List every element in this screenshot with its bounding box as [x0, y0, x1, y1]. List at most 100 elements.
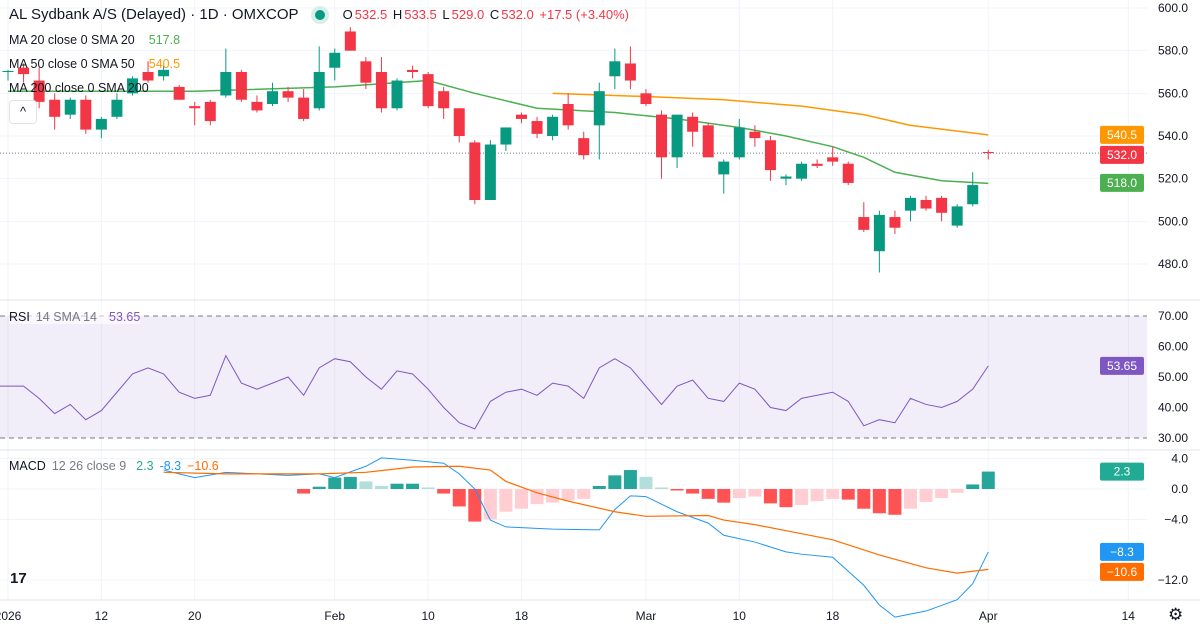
- candle: [126, 76, 138, 96]
- symbol-title[interactable]: AL Sydbank A/S (Delayed) · 1D · OMXCOP: [9, 6, 299, 23]
- gear-icon[interactable]: ⚙: [1168, 605, 1184, 624]
- candle-body: [360, 61, 372, 83]
- candle: [298, 89, 310, 122]
- candle-body: [2, 70, 14, 72]
- macd-line-value: -8.3: [159, 459, 182, 473]
- macd-histogram-bar: [717, 489, 731, 503]
- macd-signal-value: −10.6: [187, 459, 219, 473]
- candle-body: [18, 67, 30, 75]
- price-label-badge: [1100, 173, 1144, 192]
- price-label-badge: [1100, 125, 1144, 144]
- candle: [329, 48, 341, 81]
- macd-histogram-bar: [981, 471, 995, 489]
- candle-body: [858, 217, 870, 230]
- time-tick-label: 10: [733, 609, 747, 623]
- macd-histogram-bar: [826, 489, 840, 499]
- candle: [142, 61, 154, 83]
- ma200-legend[interactable]: MA 200 close 0 SMA 200: [9, 81, 149, 95]
- candle: [842, 161, 854, 186]
- macd-value-text: −10.6: [1107, 565, 1138, 579]
- candle: [578, 131, 590, 160]
- macd-histogram-bar: [437, 489, 451, 494]
- candle-body: [80, 99, 92, 130]
- macd-histogram-bar: [903, 489, 917, 509]
- tradingview-logo[interactable]: 17: [10, 570, 27, 587]
- symbol-legend: AL Sydbank A/S (Delayed) · 1D · OMXCOP O…: [9, 6, 631, 23]
- collapse-legend-button[interactable]: ^: [9, 100, 37, 124]
- candle-body: [142, 71, 154, 81]
- candle-body: [189, 106, 201, 109]
- candle: [33, 67, 45, 109]
- candle: [951, 204, 963, 228]
- candle-body: [126, 78, 138, 94]
- candle-body: [49, 99, 61, 117]
- candle-body: [967, 185, 979, 205]
- ma50-legend[interactable]: MA 50 close 0 SMA 50 540.5: [9, 57, 180, 71]
- macd-histogram-bar: [686, 489, 700, 494]
- candle: [936, 195, 948, 222]
- candle: [904, 195, 916, 222]
- close-label: C: [489, 7, 500, 22]
- time-tick-label: Apr: [979, 609, 998, 623]
- candle-body: [469, 142, 481, 200]
- time-tick-label: Mar: [636, 609, 657, 623]
- macd-tick-label: −4.0: [1164, 512, 1188, 526]
- macd-value-badge: [1100, 462, 1144, 481]
- candle: [251, 95, 263, 113]
- high-label: H: [392, 7, 403, 22]
- candle: [438, 86, 450, 119]
- candle: [640, 89, 652, 107]
- time-tick-label: 2026: [0, 609, 22, 623]
- candle: [49, 93, 61, 130]
- candle: [749, 125, 761, 147]
- ma20-legend[interactable]: MA 20 close 0 SMA 20 517.8: [9, 33, 180, 47]
- macd-histogram-bar: [561, 489, 575, 501]
- rsi-value: 53.65: [109, 310, 141, 324]
- ma20-value: 517.8: [148, 33, 181, 47]
- time-tick-label: Feb: [324, 609, 345, 623]
- macd-histogram-bar: [623, 470, 637, 489]
- ma50-value: 540.5: [148, 57, 181, 71]
- candle: [2, 69, 14, 81]
- price-tick-label: 600.0: [1158, 1, 1188, 15]
- macd-histogram-bar: [328, 477, 342, 489]
- rsi-legend[interactable]: RSI 14 SMA 14 53.65: [9, 310, 141, 324]
- macd-histogram-bar: [468, 489, 482, 522]
- candle-body: [733, 127, 745, 158]
- candle: [422, 71, 434, 109]
- close-value: 532.0: [501, 7, 534, 22]
- rsi-params: 14 SMA 14: [35, 310, 97, 324]
- macd-histogram-bar: [966, 484, 980, 489]
- macd-histogram-bar: [655, 487, 669, 489]
- price-tick-label: 480.0: [1158, 257, 1188, 271]
- price-tick-label: 580.0: [1158, 44, 1188, 58]
- candle: [220, 48, 232, 98]
- candle: [515, 112, 527, 124]
- macd-histogram-bar: [577, 489, 591, 499]
- macd-histogram-bar: [779, 489, 793, 508]
- macd-histogram-bar: [639, 476, 653, 489]
- candle: [718, 159, 730, 194]
- candle: [531, 116, 543, 139]
- candle-body: [282, 91, 294, 98]
- time-tick-label: 14: [1122, 609, 1136, 623]
- rsi-band: [0, 316, 1147, 438]
- macd-histogram-bar: [499, 489, 513, 512]
- macd-legend[interactable]: MACD 12 26 close 9 2.3 -8.3 −10.6: [9, 459, 219, 473]
- macd-histogram-bar: [546, 489, 560, 503]
- candle: [453, 108, 465, 143]
- candle: [624, 46, 636, 90]
- macd-histogram-bar: [732, 489, 746, 499]
- candle-body: [749, 131, 761, 139]
- macd-params: 12 26 close 9: [51, 459, 127, 473]
- candle: [407, 65, 419, 79]
- price-tick-label: 540.0: [1158, 129, 1188, 143]
- macd-histogram-bar: [592, 485, 606, 489]
- candle-body: [407, 69, 419, 72]
- change-value: +17.5 (+3.40%): [539, 7, 630, 22]
- candle-body: [889, 217, 901, 228]
- candle-body: [267, 91, 279, 104]
- open-value: 532.5: [354, 7, 388, 22]
- candle-body: [531, 121, 543, 134]
